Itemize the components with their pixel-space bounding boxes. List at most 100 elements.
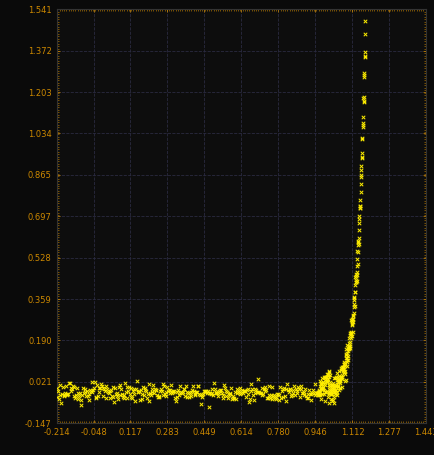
Point [120, 392, 127, 399]
Point [325, 381, 332, 389]
Point [171, 395, 178, 402]
Point [349, 301, 356, 308]
Point [315, 391, 322, 399]
Point [360, 73, 367, 81]
Point [341, 376, 348, 384]
Point [239, 389, 246, 397]
Point [255, 389, 262, 396]
Point [346, 344, 353, 352]
Point [326, 390, 333, 398]
Point [318, 390, 325, 398]
Point [97, 381, 104, 388]
Point [361, 17, 368, 25]
Point [135, 388, 142, 395]
Point [339, 367, 345, 374]
Point [335, 377, 342, 384]
Point [318, 381, 325, 388]
Point [338, 364, 345, 371]
Point [191, 390, 198, 398]
Point [296, 386, 303, 393]
Point [184, 388, 191, 395]
Point [354, 241, 361, 248]
Point [185, 393, 192, 400]
Point [344, 344, 351, 351]
Point [68, 387, 75, 394]
Point [320, 397, 327, 404]
Point [141, 386, 148, 394]
Point [320, 374, 327, 381]
Point [351, 281, 358, 288]
Point [345, 331, 352, 339]
Point [355, 219, 362, 227]
Point [96, 384, 103, 391]
Point [326, 378, 333, 385]
Point [353, 260, 360, 268]
Point [125, 388, 132, 395]
Point [266, 394, 273, 402]
Point [232, 396, 239, 403]
Point [344, 356, 351, 364]
Point [164, 387, 171, 394]
Point [346, 343, 353, 350]
Point [114, 392, 121, 399]
Point [219, 395, 226, 402]
Point [279, 394, 286, 401]
Point [109, 384, 116, 391]
Point [347, 317, 354, 324]
Point [304, 394, 311, 402]
Point [168, 389, 175, 397]
Point [95, 389, 102, 396]
Point [349, 312, 356, 319]
Point [321, 381, 328, 388]
Point [135, 389, 141, 396]
Point [143, 394, 150, 402]
Point [274, 390, 281, 398]
Point [197, 391, 204, 398]
Point [62, 389, 69, 396]
Point [118, 385, 125, 392]
Point [361, 49, 368, 56]
Point [62, 382, 69, 389]
Point [247, 380, 254, 388]
Point [104, 389, 111, 396]
Point [361, 52, 368, 59]
Point [209, 391, 216, 399]
Point [70, 393, 77, 400]
Point [360, 70, 367, 77]
Point [308, 389, 315, 397]
Point [330, 389, 337, 396]
Point [75, 389, 82, 396]
Point [76, 390, 83, 397]
Point [289, 389, 296, 396]
Point [345, 343, 352, 350]
Point [194, 383, 201, 390]
Point [321, 377, 328, 384]
Point [89, 378, 95, 385]
Point [331, 383, 338, 390]
Point [107, 388, 114, 395]
Point [344, 347, 351, 354]
Point [316, 391, 322, 399]
Point [358, 135, 365, 142]
Point [326, 372, 332, 379]
Point [355, 215, 362, 222]
Point [264, 382, 271, 389]
Point [355, 204, 362, 211]
Point [312, 389, 319, 396]
Point [360, 94, 367, 101]
Point [354, 239, 361, 246]
Point [334, 383, 341, 390]
Point [88, 389, 95, 396]
Point [276, 383, 283, 390]
Point [63, 391, 70, 399]
Point [327, 395, 334, 403]
Point [332, 389, 339, 396]
Point [240, 387, 247, 394]
Point [92, 393, 99, 400]
Point [115, 383, 122, 390]
Point [263, 394, 270, 401]
Point [335, 376, 342, 384]
Point [112, 390, 119, 398]
Point [277, 394, 284, 402]
Point [236, 390, 243, 398]
